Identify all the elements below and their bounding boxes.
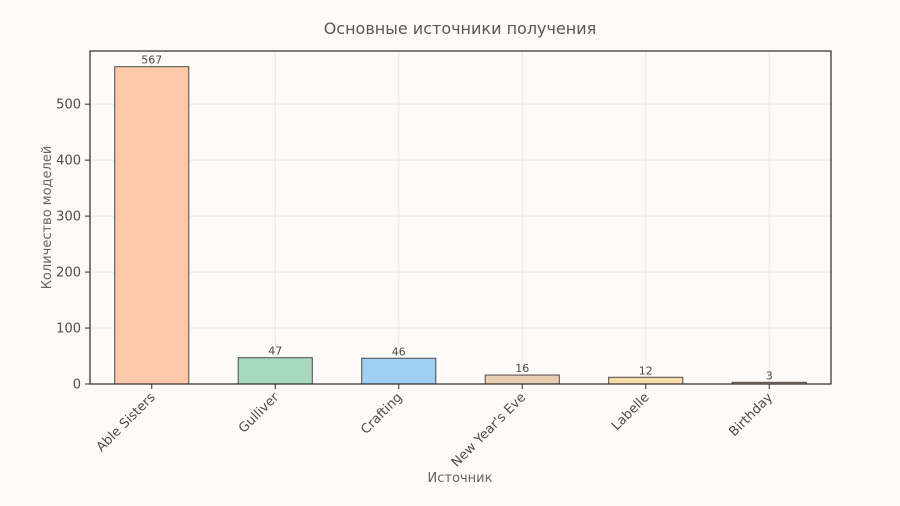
bar-able-sisters: [114, 66, 190, 385]
data-label: 47: [268, 345, 282, 358]
y-tick-label: 0: [73, 378, 81, 393]
bars: [114, 66, 807, 385]
y-axis-ticks: 0 100 200 300 400 500: [56, 98, 90, 393]
x-tick-label: Birthday: [726, 390, 776, 440]
x-tick-label: Crafting: [358, 390, 405, 437]
x-tick-label: Able Sisters: [94, 390, 159, 455]
data-label: 46: [392, 345, 406, 358]
data-label: 3: [766, 369, 773, 382]
x-axis-label: Источник: [428, 471, 493, 486]
grid-lines: [90, 51, 831, 385]
data-label: 567: [141, 54, 162, 67]
y-tick-label: 300: [56, 210, 81, 225]
data-labels: 567 47 46 16 12 3: [141, 54, 773, 383]
y-tick-label: 100: [56, 322, 81, 337]
bar-new-year-s-eve: [484, 374, 560, 385]
data-label: 16: [515, 362, 529, 375]
bar-labelle: [608, 376, 684, 385]
chart-title: Основные источники получения: [324, 19, 597, 38]
x-tick-label: New Year's Eve: [449, 390, 529, 470]
y-axis-label: Количество моделей: [40, 146, 55, 290]
x-axis-ticks: Able Sisters Gulliver Crafting New Year's E…: [94, 384, 776, 470]
y-tick-label: 400: [56, 154, 81, 169]
plot-area-frame: [89, 50, 832, 385]
bar-crafting: [361, 357, 437, 385]
bar-gulliver: [237, 357, 313, 385]
x-tick-label: Labelle: [609, 390, 653, 434]
y-tick-label: 200: [56, 266, 81, 281]
x-tick-label: Gulliver: [236, 390, 283, 437]
data-label: 12: [639, 364, 653, 377]
y-tick-label: 500: [56, 98, 81, 113]
